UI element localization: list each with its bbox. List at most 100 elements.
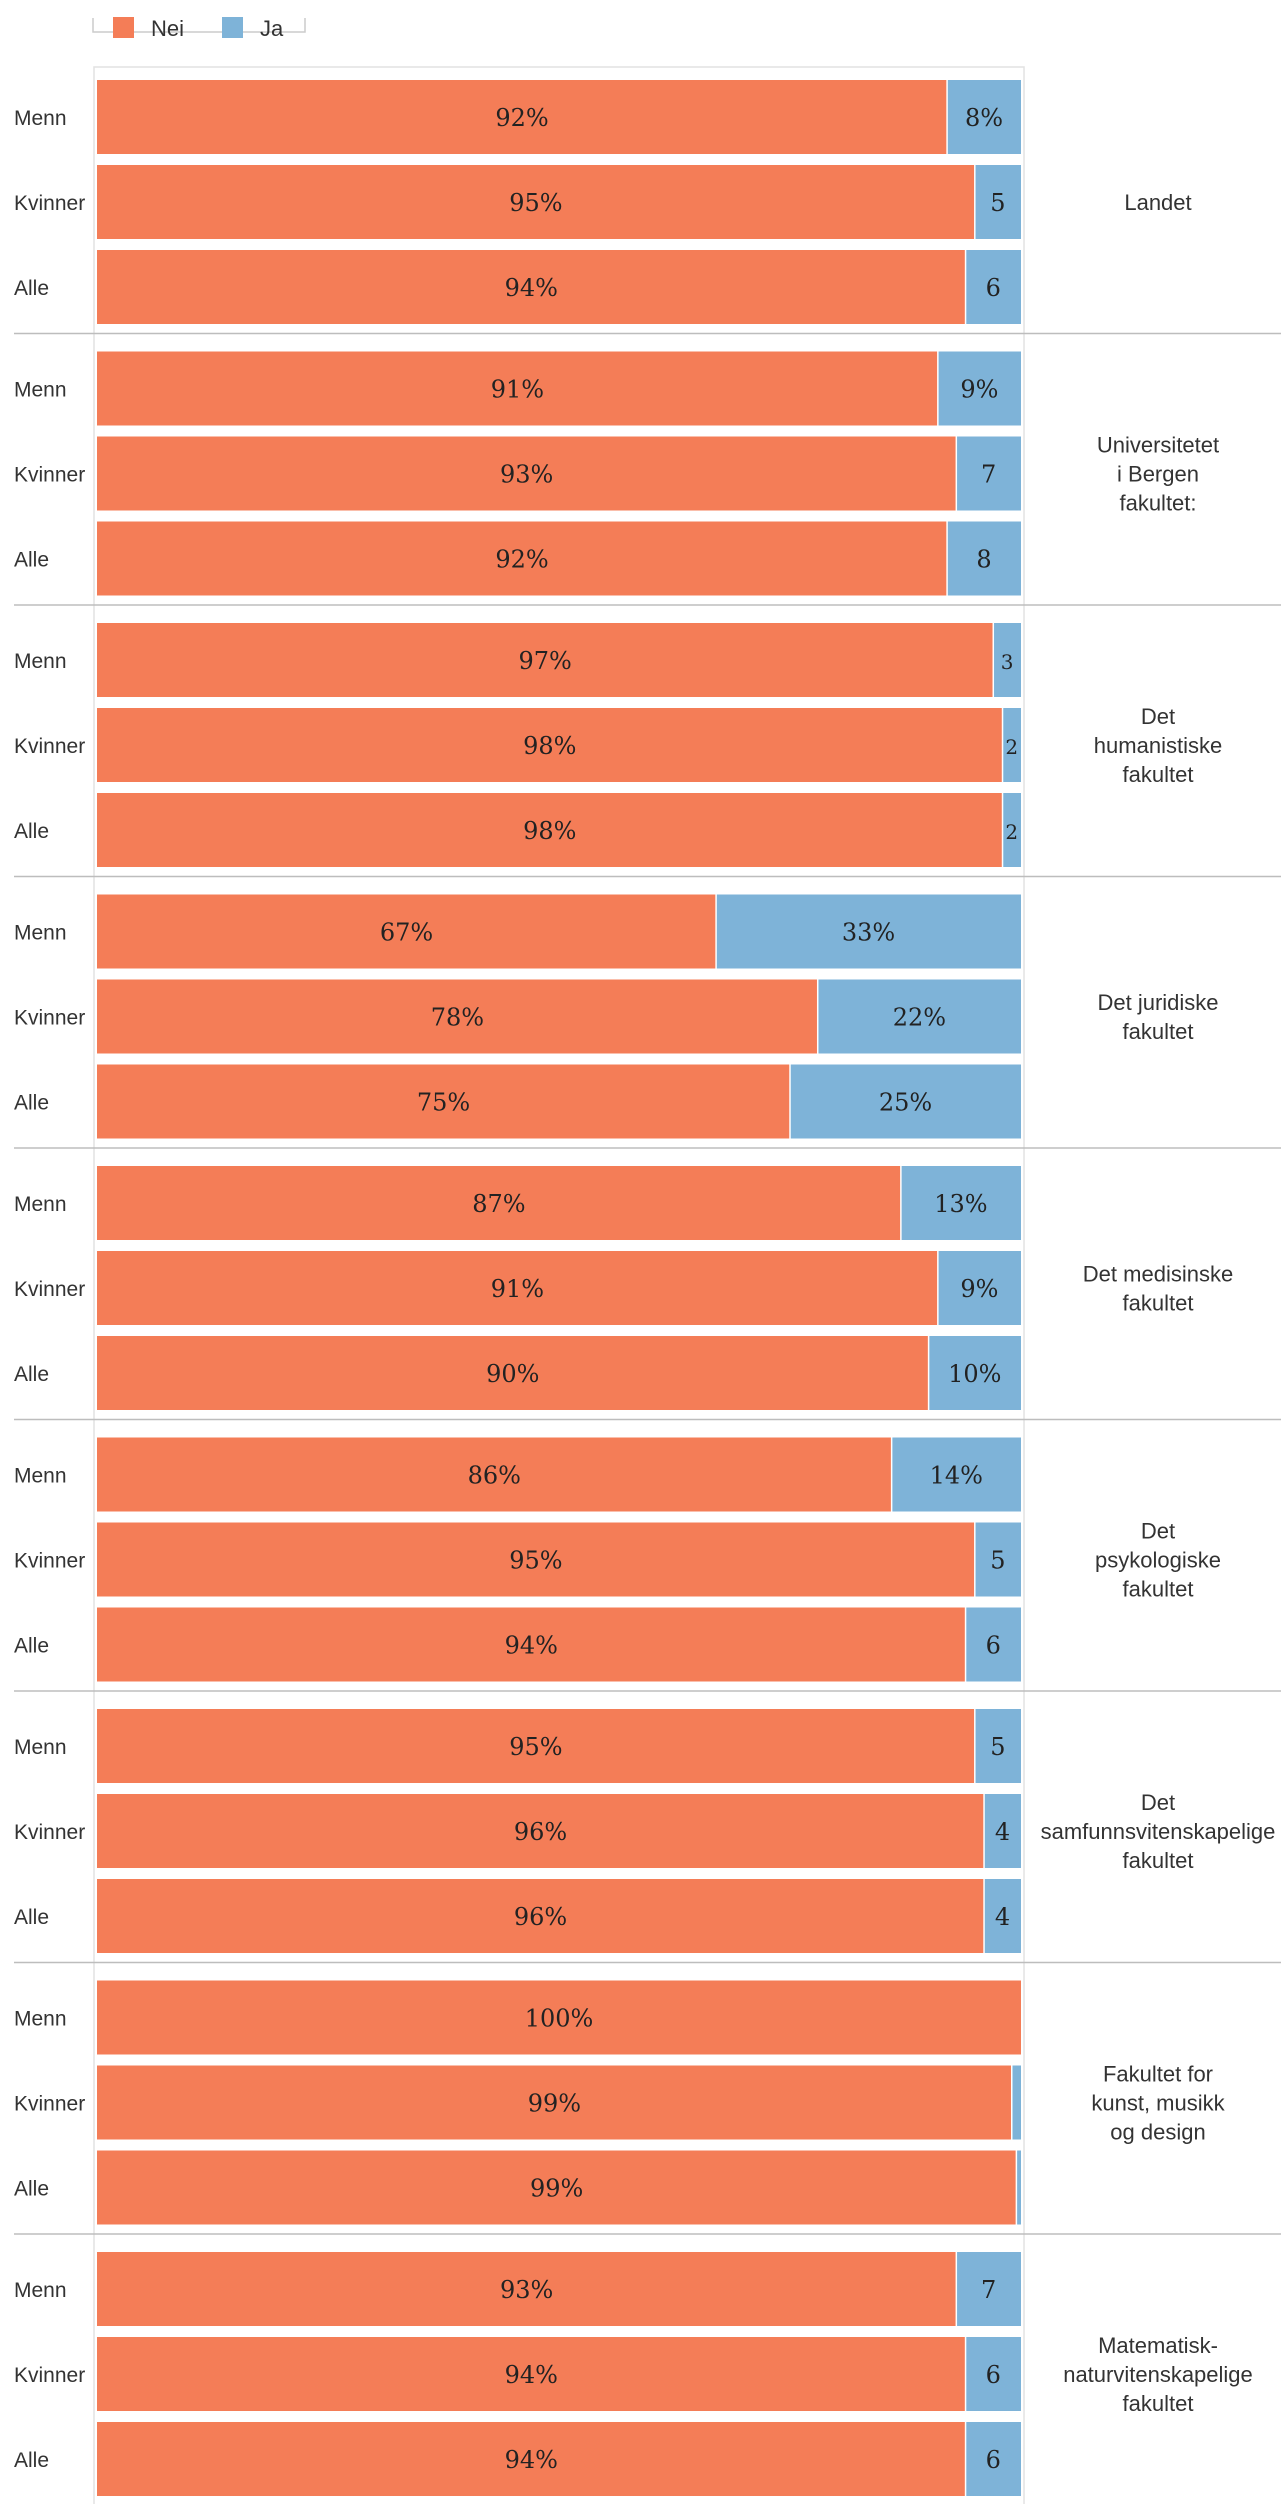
value-label-ja: 9% <box>960 376 998 404</box>
row-label: Kvinner <box>14 1007 85 1030</box>
group-name: Matematisk-naturvitenskapelige fakultet <box>1063 2333 1253 2416</box>
group-det-juridiske-fakultet: Det juridiske fakultet Menn 67% 33% Kvinner 78… <box>14 875 1281 1139</box>
bar-row-kvinner: Kvinner 78% 22% <box>14 979 1021 1054</box>
bar-row-alle: Alle 98% 2 <box>14 793 1021 867</box>
bar-ja <box>965 250 1021 324</box>
row-label: Menn <box>14 2008 67 2031</box>
value-label-nei: 86% <box>468 1462 521 1490</box>
bar-nei <box>97 979 818 1054</box>
value-label-ja: 3 <box>1001 650 1014 674</box>
value-label-ja: 6 <box>986 2446 1001 2474</box>
row-label: Kvinner <box>14 2093 85 2116</box>
value-label-ja: 6 <box>986 274 1001 302</box>
bar-ja <box>965 2422 1021 2496</box>
bar-ja <box>937 351 1021 426</box>
bar-nei <box>97 165 975 239</box>
value-label-nei: 75% <box>417 1089 470 1117</box>
bar-nei <box>97 1980 1021 2055</box>
value-label-nei: 100% <box>525 2005 594 2033</box>
bar-row-menn: Menn 91% 9% <box>14 351 1021 426</box>
bar-row-alle: Alle 99% <box>14 2150 1021 2225</box>
bar-row-menn: Menn 92% 8% <box>14 80 1021 154</box>
value-label-ja: 10% <box>948 1360 1001 1388</box>
bar-ja <box>965 2337 1021 2411</box>
legend-swatch-nei <box>113 17 134 38</box>
bar-row-kvinner: Kvinner 99% <box>14 2065 1021 2140</box>
legend-swatch-ja <box>222 17 243 38</box>
legend-label-nei: Nei <box>151 16 184 41</box>
bar-row-alle: Alle 94% 6 <box>14 2422 1021 2496</box>
bar-row-alle: Alle 96% 4 <box>14 1879 1021 1953</box>
bar-nei <box>97 250 966 324</box>
bar-ja <box>974 1709 1021 1783</box>
bar-ja <box>956 436 1021 511</box>
row-label: Alle <box>14 820 49 843</box>
bar-row-menn: Menn 97% 3 <box>14 623 1021 697</box>
bar-ja <box>900 1166 1021 1240</box>
row-label: Kvinner <box>14 1821 85 1844</box>
value-label-ja: 5 <box>990 189 1005 217</box>
bar-nei <box>97 708 1003 782</box>
group-matematisk-naturvitenskapelige-fakultet: Matematisk-naturvitenskapelige fakultet Me… <box>14 2233 1281 2496</box>
value-label-nei: 95% <box>509 1733 562 1761</box>
value-label-ja: 5 <box>990 1733 1005 1761</box>
value-label-nei: 78% <box>431 1004 484 1032</box>
bar-ja <box>817 979 1021 1054</box>
value-label-ja: 8 <box>976 546 991 574</box>
group-det-humanistiske-fakultet: Det humanistiske fakultet Menn 97% 3 Kvinner 98… <box>14 604 1281 867</box>
value-label-ja: 13% <box>934 1190 987 1218</box>
value-label-nei: 97% <box>518 647 571 675</box>
bar-row-menn: Menn 67% 33% <box>14 894 1021 969</box>
bar-ja <box>891 1437 1021 1512</box>
row-label: Menn <box>14 107 67 130</box>
bar-nei <box>97 1064 790 1139</box>
row-label: Alle <box>14 2178 49 2201</box>
bar-ja <box>937 1251 1021 1325</box>
bar-row-alle: Alle 94% 6 <box>14 1607 1021 1682</box>
value-label-nei: 94% <box>505 274 558 302</box>
bar-ja <box>965 1607 1021 1682</box>
row-label: Kvinner <box>14 192 85 215</box>
row-label: Alle <box>14 1363 49 1386</box>
group-name: Landet <box>1124 190 1191 215</box>
bar-row-alle: Alle 75% 25% <box>14 1064 1021 1139</box>
row-label: Kvinner <box>14 735 85 758</box>
bar-row-kvinner: Kvinner 95% 5 <box>14 165 1021 239</box>
bar-row-kvinner: Kvinner 98% 2 <box>14 708 1021 782</box>
group-name: Universitetet i Bergen fakultet: <box>1097 433 1219 516</box>
row-label: Menn <box>14 2279 67 2302</box>
value-label-ja: 2 <box>1005 735 1018 759</box>
bar-ja <box>928 1336 1021 1410</box>
bar-nei <box>97 1251 938 1325</box>
bar-ja <box>956 2252 1021 2326</box>
value-label-nei: 92% <box>495 104 548 132</box>
bar-nei <box>97 2150 1017 2225</box>
row-label: Menn <box>14 1193 67 1216</box>
value-label-nei: 94% <box>505 2446 558 2474</box>
bar-row-menn: Menn 100% <box>14 1980 1021 2055</box>
row-label: Kvinner <box>14 1278 85 1301</box>
value-label-nei: 91% <box>491 376 544 404</box>
row-label: Menn <box>14 1736 67 1759</box>
value-label-ja: 6 <box>986 2361 1001 2389</box>
bar-row-kvinner: Kvinner 94% 6 <box>14 2337 1021 2411</box>
bar-nei <box>97 1166 901 1240</box>
value-label-nei: 67% <box>380 919 433 947</box>
group-name: Det psykologiske fakultet <box>1095 1519 1221 1602</box>
value-label-nei: 96% <box>514 1818 567 1846</box>
bar-row-kvinner: Kvinner 93% 7 <box>14 436 1021 511</box>
bar-nei <box>97 1437 892 1512</box>
bar-ja <box>1011 2065 1021 2140</box>
row-label: Alle <box>14 549 49 572</box>
value-label-nei: 94% <box>505 2361 558 2389</box>
row-label: Menn <box>14 379 67 402</box>
value-label-nei: 99% <box>530 2175 583 2203</box>
bar-row-kvinner: Kvinner 95% 5 <box>14 1522 1021 1597</box>
legend-label-ja: Ja <box>260 16 284 41</box>
value-label-ja: 7 <box>981 461 996 489</box>
group-det-samfunnsvitenskapelige-fakultet: Det samfunnsvitenskapelige fakultet Menn 95%… <box>14 1690 1281 1953</box>
bar-nei <box>97 793 1003 867</box>
bar-ja <box>1016 2150 1021 2225</box>
legend: Nei Ja <box>92 16 306 41</box>
